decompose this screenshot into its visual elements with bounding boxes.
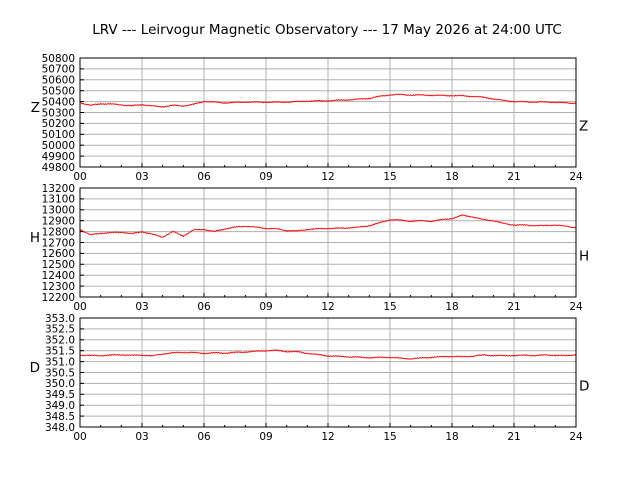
- x-tick-label: 21: [507, 431, 520, 443]
- x-tick-label: 21: [507, 171, 520, 183]
- y-tick-label: 350.5: [45, 367, 75, 379]
- right-axis-label: H: [579, 249, 589, 265]
- y-tick-label: 50600: [42, 75, 75, 87]
- x-tick-label: 15: [383, 171, 396, 183]
- x-tick-label: 18: [445, 431, 458, 443]
- chart-panels: 4980049900500005010050200503005040050500…: [30, 53, 590, 443]
- y-tick-label: 348.5: [45, 411, 75, 423]
- y-tick-label: 50500: [42, 86, 75, 98]
- right-axis-label: D: [579, 379, 589, 395]
- x-tick-label: 18: [445, 171, 458, 183]
- y-tick-label: 12500: [42, 259, 75, 271]
- y-tick-label: 50200: [42, 118, 75, 130]
- y-tick-label: 349.0: [45, 400, 75, 412]
- right-axis-label: Z: [579, 119, 588, 135]
- x-tick-label: 00: [73, 301, 86, 313]
- x-tick-label: 15: [383, 301, 396, 313]
- y-tick-label: 12200: [42, 292, 75, 304]
- y-tick-label: 12800: [42, 226, 75, 238]
- y-tick-label: 50000: [42, 140, 75, 152]
- x-tick-label: 06: [197, 301, 211, 313]
- y-tick-label: 12300: [42, 281, 75, 293]
- y-tick-label: 13100: [42, 194, 75, 206]
- x-tick-label: 21: [507, 301, 520, 313]
- plot-frame: [79, 317, 577, 428]
- x-tick-label: 00: [73, 171, 86, 183]
- x-tick-label: 09: [259, 431, 272, 443]
- x-tick-label: 12: [321, 301, 334, 313]
- x-tick-label: 03: [135, 171, 148, 183]
- x-tick-label: 12: [321, 171, 334, 183]
- y-tick-label: 12600: [42, 248, 75, 260]
- x-tick-label: 06: [197, 431, 211, 443]
- y-tick-label: 352.0: [45, 335, 75, 347]
- x-tick-label: 09: [259, 301, 272, 313]
- y-tick-label: 353.0: [45, 313, 75, 325]
- y-tick-label: 50800: [42, 53, 75, 65]
- x-tick-label: 12: [321, 431, 334, 443]
- y-tick-label: 50700: [42, 64, 75, 76]
- y-tick-label: 12900: [42, 216, 75, 228]
- series-line-d: [79, 349, 577, 360]
- x-tick-label: 24: [569, 431, 583, 443]
- y-tick-label: 352.5: [45, 324, 75, 336]
- plot-frame: [79, 57, 577, 168]
- x-tick-label: 00: [73, 431, 86, 443]
- x-tick-label: 15: [383, 431, 396, 443]
- y-tick-label: 12400: [42, 270, 75, 282]
- series-line-h: [79, 214, 577, 238]
- panel-d: 348.0348.5349.0349.5350.0350.5351.0351.5…: [30, 313, 590, 443]
- x-tick-label: 09: [259, 171, 272, 183]
- x-tick-label: 03: [135, 301, 148, 313]
- plot-frame: [79, 187, 577, 298]
- y-tick-label: 13000: [42, 205, 75, 217]
- left-axis-label: D: [30, 360, 40, 376]
- y-tick-label: 351.5: [45, 346, 75, 358]
- y-tick-label: 12700: [42, 237, 75, 249]
- x-tick-label: 03: [135, 431, 148, 443]
- x-tick-label: 18: [445, 301, 458, 313]
- panel-h: 1220012300124001250012600127001280012900…: [30, 183, 589, 313]
- series-line-z: [79, 93, 577, 108]
- left-axis-label: H: [30, 230, 40, 246]
- y-tick-label: 13200: [42, 183, 75, 195]
- y-tick-label: 49800: [42, 162, 75, 174]
- x-tick-label: 24: [569, 301, 583, 313]
- chart-title: LRV --- Leirvogur Magnetic Observatory -…: [92, 22, 562, 38]
- y-tick-label: 49900: [42, 151, 75, 163]
- panel-z: 4980049900500005010050200503005040050500…: [31, 53, 589, 183]
- left-axis-label: Z: [31, 100, 40, 116]
- x-tick-label: 24: [569, 171, 583, 183]
- y-tick-label: 351.0: [45, 356, 75, 368]
- y-tick-label: 50300: [42, 107, 75, 119]
- y-tick-label: 349.5: [45, 389, 75, 401]
- y-tick-label: 50400: [42, 96, 75, 108]
- x-tick-label: 06: [197, 171, 211, 183]
- y-tick-label: 350.0: [45, 378, 75, 390]
- y-tick-label: 348.0: [45, 422, 75, 434]
- y-tick-label: 50100: [42, 129, 75, 141]
